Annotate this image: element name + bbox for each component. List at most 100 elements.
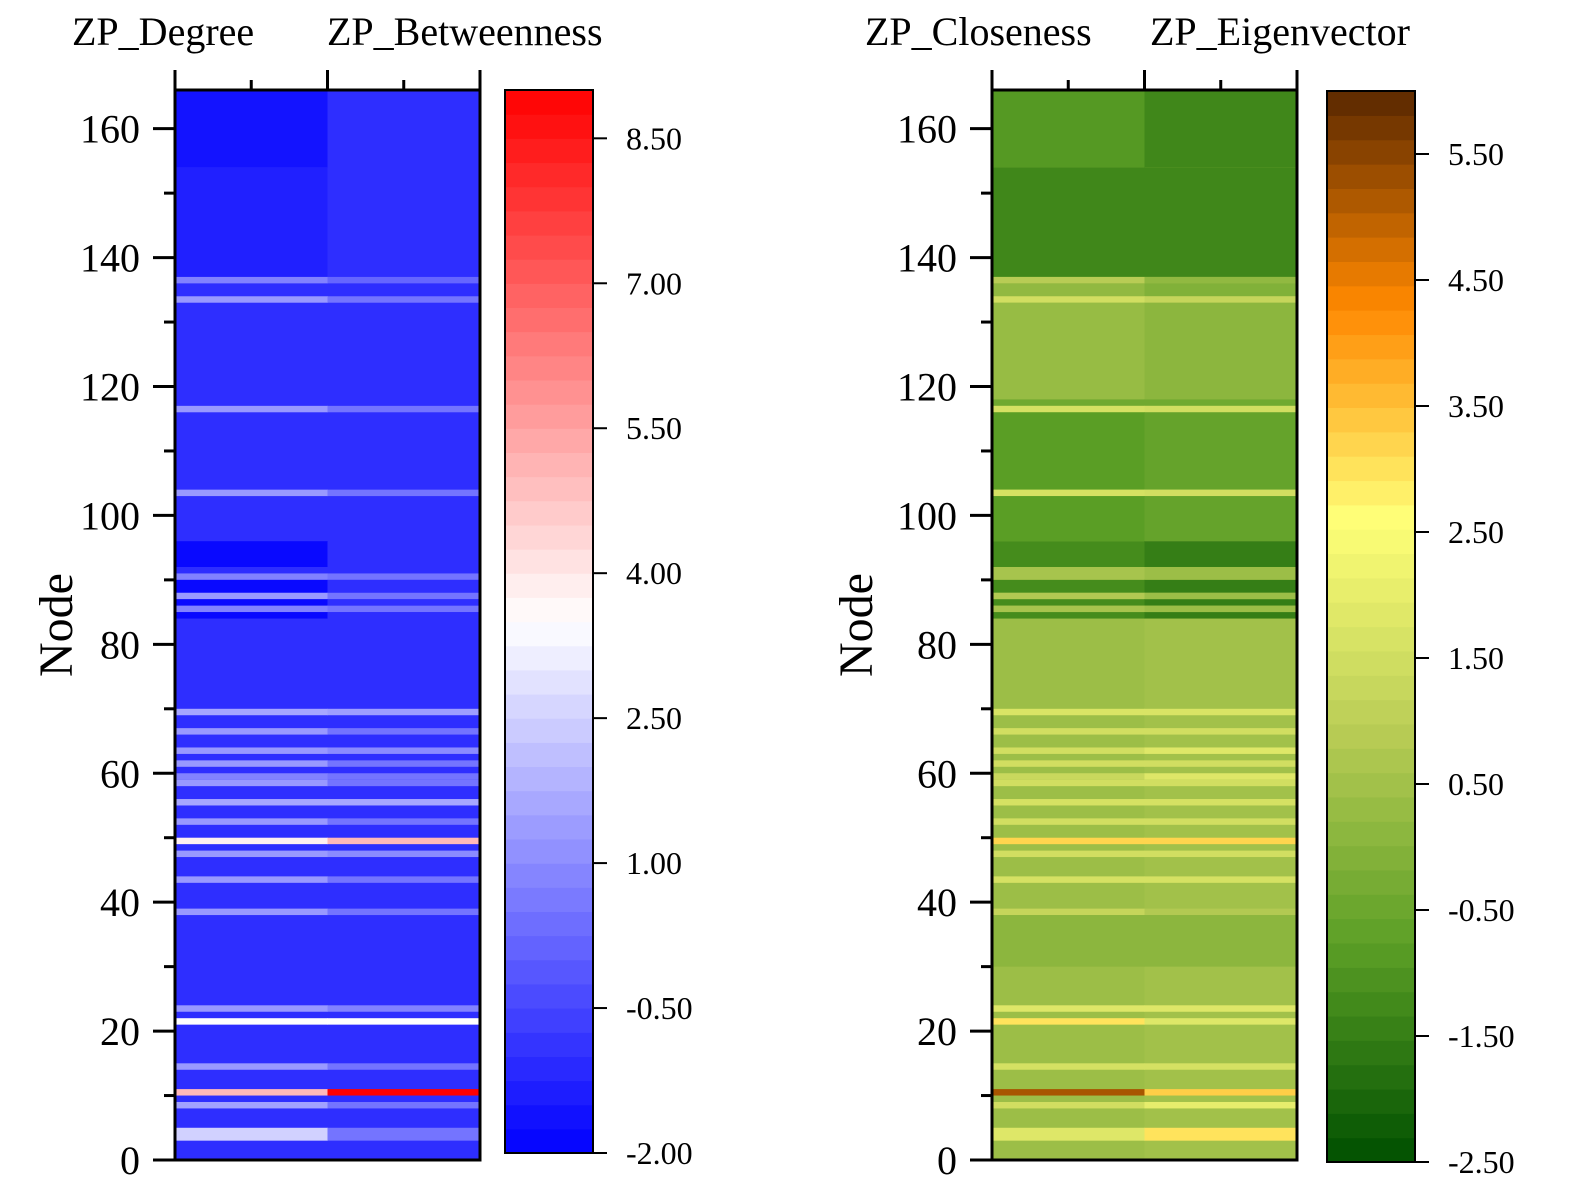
column-title: ZP_Betweenness [327, 9, 603, 54]
colorbar-tick-label: 7.00 [626, 265, 682, 301]
heatmap-cell [992, 167, 1145, 277]
heatmap-cells-right [992, 90, 1298, 1160]
heatmap-cell [1145, 496, 1298, 541]
heatmap-cell [1145, 1102, 1298, 1108]
colorbar-step [505, 380, 593, 405]
y-tick-label: 120 [80, 365, 140, 410]
colorbar-tick-label: -0.50 [626, 990, 693, 1026]
heatmap-cell [175, 612, 328, 618]
colorbar-step [1327, 602, 1415, 627]
heatmap-cell [992, 399, 1145, 405]
heatmap-cell [175, 1018, 328, 1024]
colorbar-step [1327, 675, 1415, 700]
colorbar-step [505, 863, 593, 888]
heatmap-cell [175, 406, 328, 412]
y-tick-label: 20 [100, 1009, 140, 1054]
colorbar-right: -2.50 -1.50 -0.50 0.50 1.50 2.50 3.50 4.50 5.50 [1327, 91, 1515, 1180]
heatmap-cell [328, 709, 481, 715]
heatmap-cell [1145, 760, 1298, 766]
heatmap-cell [1145, 799, 1298, 805]
heatmap-cell [328, 277, 481, 283]
y-tick-label: 140 [897, 236, 957, 281]
heatmap-cell [1145, 612, 1298, 618]
colorbar-step [1327, 967, 1415, 992]
colorbar-step [1327, 480, 1415, 505]
y-tick-label: 20 [917, 1009, 957, 1054]
heatmap-cell [992, 406, 1145, 412]
colorbar-step [1327, 359, 1415, 384]
y-tick-label: 0 [120, 1138, 140, 1183]
heatmap-cell [328, 851, 481, 857]
colorbar-step [505, 597, 593, 622]
colorbar-step [1327, 140, 1415, 165]
colorbar-step [505, 90, 593, 115]
colorbar-step [1327, 237, 1415, 262]
heatmap-cell [1145, 728, 1298, 734]
colorbar-tick-label: 1.00 [626, 845, 682, 881]
colorbar-step [505, 1008, 593, 1033]
heatmap-cell [175, 838, 328, 844]
heatmap-cell [328, 780, 481, 786]
heatmap-cell [1145, 599, 1298, 605]
colorbar-step [505, 791, 593, 816]
heatmap-cell [328, 909, 481, 915]
y-tick-label: 100 [80, 493, 140, 538]
colorbar-step [1327, 846, 1415, 871]
heatmap-cell [175, 580, 328, 593]
heatmap-cell [992, 799, 1145, 805]
colorbar-step [505, 839, 593, 864]
colorbar-tick-label: -1.50 [1448, 1018, 1515, 1054]
colorbar-step [1327, 553, 1415, 578]
heatmap-cell [1145, 709, 1298, 715]
colorbar-step [1327, 310, 1415, 335]
heatmap-cell [175, 909, 328, 915]
heatmap-cell [992, 747, 1145, 753]
colorbar-step [505, 138, 593, 163]
heatmap-cell [992, 90, 1145, 167]
heatmap-cell [328, 1063, 481, 1069]
colorbar-step [1327, 529, 1415, 554]
heatmap-cell [1145, 606, 1298, 612]
colorbar-tick-label: -0.50 [1448, 892, 1515, 928]
colorbar-step [505, 525, 593, 550]
colorbar-step [505, 477, 593, 502]
heatmap-cell [1145, 915, 1298, 967]
heatmap-cell [1145, 1063, 1298, 1069]
heatmap-cell [992, 709, 1145, 715]
colorbar-tick-label: -2.00 [626, 1135, 693, 1171]
heatmap-panel-left: 0 20 40 60 80 100 120 140 160 ZP_Degree ZP_Betwe… [30, 9, 693, 1183]
colorbar-step [1327, 91, 1415, 116]
colorbar-step [1327, 456, 1415, 481]
colorbar-step [505, 1105, 593, 1130]
colorbar-step [505, 984, 593, 1009]
colorbar-step [505, 936, 593, 961]
heatmap-cell [1145, 818, 1298, 824]
colorbar-tick-label: 5.50 [1448, 136, 1504, 172]
heatmap-cell [1145, 1089, 1298, 1095]
heatmap-cell [992, 496, 1145, 541]
heatmap-cell [328, 747, 481, 753]
colorbar-tick-label: 4.00 [626, 555, 682, 591]
heatmap-cell [992, 909, 1145, 915]
heatmap-cell [992, 1018, 1145, 1024]
heatmap-cell [1145, 747, 1298, 753]
colorbar-step [505, 259, 593, 284]
y-tick-label: 60 [917, 751, 957, 796]
heatmap-cell [1145, 1128, 1298, 1141]
colorbar-step [505, 428, 593, 453]
colorbar-step [505, 332, 593, 357]
colorbar-step [1327, 1040, 1415, 1065]
colorbar-step [1327, 505, 1415, 530]
colorbar-step [1327, 797, 1415, 822]
heatmap-cell [992, 1102, 1145, 1108]
heatmap-cell [175, 167, 328, 277]
heatmap-cell [1145, 406, 1298, 412]
y-tick-label: 120 [897, 365, 957, 410]
colorbar-step [505, 911, 593, 936]
colorbar-step [505, 501, 593, 526]
colorbar-step [1327, 213, 1415, 238]
heatmap-cell [328, 1089, 481, 1095]
heatmap-cell [992, 915, 1145, 967]
colorbar-step [505, 766, 593, 791]
heatmap-cell [175, 490, 328, 496]
